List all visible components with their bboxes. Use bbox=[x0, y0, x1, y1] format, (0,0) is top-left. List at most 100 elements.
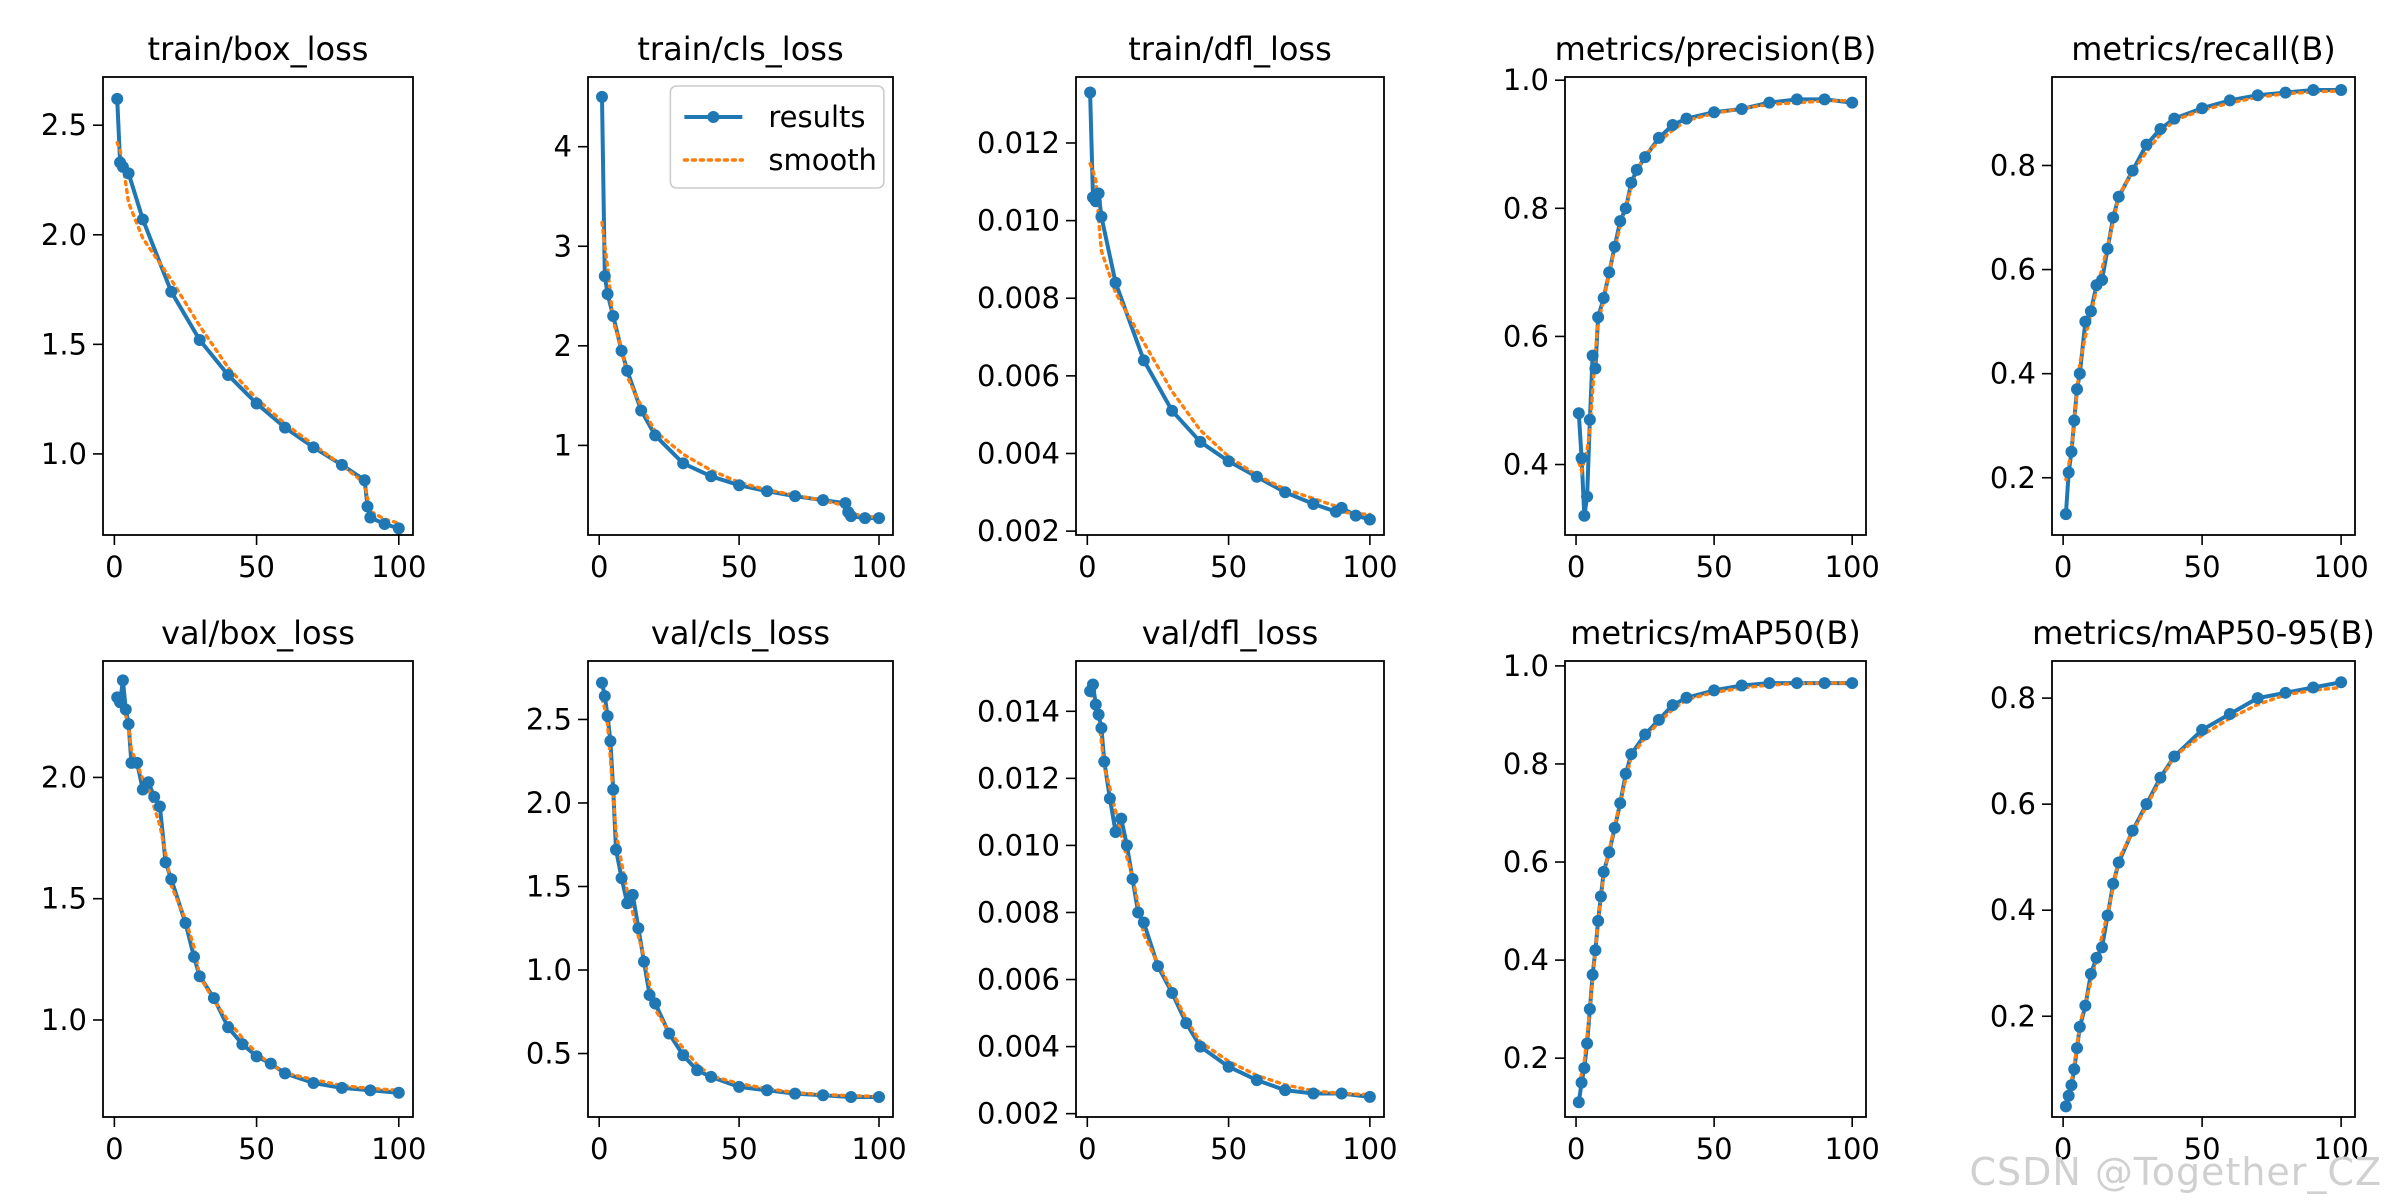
results-point bbox=[159, 856, 172, 869]
x-tick-label: 50 bbox=[721, 1132, 758, 1166]
results-point bbox=[1103, 792, 1116, 805]
results-point bbox=[1589, 362, 1602, 375]
results-point bbox=[1095, 722, 1108, 735]
results-point bbox=[1639, 151, 1652, 164]
y-tick-label: 1.5 bbox=[526, 869, 572, 903]
results-point bbox=[2140, 138, 2153, 151]
results-point bbox=[845, 510, 858, 523]
results-point bbox=[2068, 1063, 2081, 1076]
y-tick-label: 0.004 bbox=[977, 436, 1060, 470]
results-point bbox=[2279, 86, 2292, 99]
results-point bbox=[1586, 968, 1599, 981]
results-point bbox=[2101, 909, 2114, 922]
results-point bbox=[1126, 872, 1139, 885]
results-point bbox=[279, 421, 292, 434]
y-tick-label: 2.0 bbox=[41, 218, 87, 252]
results-point bbox=[307, 1077, 320, 1090]
y-tick-label: 1.5 bbox=[41, 327, 87, 361]
results-point bbox=[1092, 708, 1105, 721]
smooth-series-line bbox=[2064, 89, 2343, 482]
y-tick-label: 0.2 bbox=[1990, 999, 2036, 1033]
legend-results-label: results bbox=[768, 100, 865, 134]
x-tick-label: 50 bbox=[2184, 1132, 2221, 1166]
results-point bbox=[1086, 678, 1099, 691]
results-point bbox=[335, 1081, 348, 1094]
results-point bbox=[2079, 999, 2092, 1012]
y-tick-label: 0.2 bbox=[1503, 1041, 1549, 1075]
results-point bbox=[598, 270, 611, 283]
y-tick-label: 2.0 bbox=[526, 786, 572, 820]
plot-frame bbox=[2051, 76, 2356, 536]
results-point bbox=[873, 1090, 886, 1103]
results-point bbox=[1120, 839, 1133, 852]
results-point bbox=[2071, 383, 2084, 396]
chart-title: val/box_loss bbox=[161, 614, 355, 652]
results-point bbox=[2112, 856, 2125, 869]
results-point bbox=[1132, 906, 1145, 919]
results-point bbox=[1098, 755, 1111, 768]
results-point bbox=[1095, 210, 1108, 223]
results-point bbox=[392, 1086, 405, 1099]
results-point bbox=[222, 1021, 235, 1034]
x-tick-label: 100 bbox=[371, 1132, 426, 1166]
y-tick-label: 0.8 bbox=[1503, 191, 1549, 225]
results-point bbox=[595, 90, 608, 103]
results-point bbox=[705, 1070, 718, 1083]
y-tick-label: 0.006 bbox=[977, 963, 1060, 997]
legend-smooth-label: smooth bbox=[768, 143, 877, 177]
x-tick-label: 50 bbox=[1696, 550, 1733, 584]
results-point bbox=[598, 690, 611, 703]
y-tick-label: 0.012 bbox=[977, 126, 1060, 160]
results-point bbox=[122, 167, 135, 180]
results-point bbox=[1363, 513, 1376, 526]
results-point bbox=[1603, 266, 1616, 279]
results-point bbox=[1608, 240, 1621, 253]
results-point bbox=[116, 674, 129, 687]
results-point bbox=[1592, 311, 1605, 324]
results-point bbox=[1583, 1003, 1596, 1016]
results-point bbox=[1194, 435, 1207, 448]
results-point bbox=[1250, 470, 1263, 483]
results-point bbox=[279, 1067, 292, 1080]
results-point bbox=[111, 92, 124, 105]
results-point bbox=[1572, 1096, 1585, 1109]
x-tick-label: 50 bbox=[721, 550, 758, 584]
x-tick-label: 0 bbox=[1567, 1132, 1585, 1166]
x-tick-label: 100 bbox=[1342, 1132, 1397, 1166]
y-tick-label: 2.5 bbox=[41, 108, 87, 142]
x-tick-label: 100 bbox=[2313, 1132, 2368, 1166]
results-point bbox=[2251, 89, 2264, 102]
results-point bbox=[1592, 914, 1605, 927]
results-series-line bbox=[1576, 97, 1853, 518]
chart-title: val/dfl_loss bbox=[1142, 614, 1319, 652]
results-point bbox=[378, 518, 391, 531]
results-point bbox=[1137, 354, 1150, 367]
results-point bbox=[1594, 890, 1607, 903]
y-tick-label: 1.0 bbox=[1503, 649, 1549, 683]
results-point bbox=[1089, 698, 1102, 711]
chart-val-cls-loss: val/cls_loss 0 50 100 0.5 1.0 1.5 2.0 2.5 bbox=[526, 614, 907, 1166]
chart-title: val/cls_loss bbox=[651, 614, 830, 652]
x-tick-label: 50 bbox=[1210, 550, 1247, 584]
y-tick-label: 0.8 bbox=[1503, 747, 1549, 781]
chart-title: metrics/mAP50(B) bbox=[1570, 614, 1861, 652]
results-point bbox=[1307, 1087, 1320, 1100]
results-point bbox=[2223, 708, 2236, 721]
results-point bbox=[1589, 944, 1602, 957]
results-point bbox=[1619, 767, 1632, 780]
results-point bbox=[2112, 190, 2125, 203]
results-point bbox=[1166, 986, 1179, 999]
results-point bbox=[601, 710, 614, 723]
results-point bbox=[2065, 445, 2078, 458]
results-point bbox=[1708, 106, 1721, 119]
results-point bbox=[626, 888, 639, 901]
y-tick-label: 0.4 bbox=[1503, 943, 1549, 977]
results-point bbox=[1115, 812, 1128, 825]
results-point bbox=[2096, 273, 2109, 286]
results-point bbox=[2107, 877, 2120, 890]
results-point bbox=[1666, 699, 1679, 712]
results-point bbox=[207, 992, 220, 1005]
results-point bbox=[1349, 509, 1362, 522]
results-point bbox=[1581, 490, 1594, 503]
results-point bbox=[1109, 826, 1122, 838]
